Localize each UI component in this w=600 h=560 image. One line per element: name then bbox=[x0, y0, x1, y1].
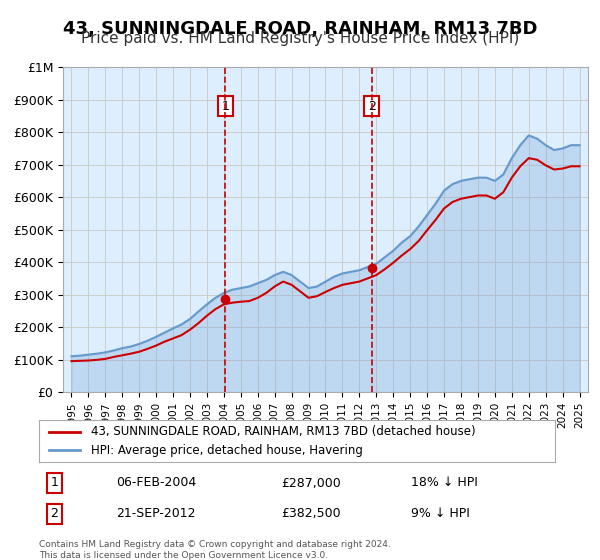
Text: Contains HM Land Registry data © Crown copyright and database right 2024.
This d: Contains HM Land Registry data © Crown c… bbox=[39, 540, 391, 560]
Text: 18% ↓ HPI: 18% ↓ HPI bbox=[410, 477, 478, 489]
Text: 21-SEP-2012: 21-SEP-2012 bbox=[116, 507, 196, 520]
Text: 2: 2 bbox=[368, 100, 376, 113]
Text: 43, SUNNINGDALE ROAD, RAINHAM, RM13 7BD: 43, SUNNINGDALE ROAD, RAINHAM, RM13 7BD bbox=[63, 20, 537, 38]
Text: 1: 1 bbox=[50, 477, 58, 489]
Text: 43, SUNNINGDALE ROAD, RAINHAM, RM13 7BD (detached house): 43, SUNNINGDALE ROAD, RAINHAM, RM13 7BD … bbox=[91, 425, 475, 438]
Text: HPI: Average price, detached house, Havering: HPI: Average price, detached house, Have… bbox=[91, 444, 362, 457]
Text: 2: 2 bbox=[50, 507, 58, 520]
Text: £382,500: £382,500 bbox=[281, 507, 341, 520]
Text: 9% ↓ HPI: 9% ↓ HPI bbox=[410, 507, 469, 520]
Text: 1: 1 bbox=[221, 100, 229, 113]
Text: £287,000: £287,000 bbox=[281, 477, 341, 489]
Text: 06-FEB-2004: 06-FEB-2004 bbox=[116, 477, 197, 489]
Text: Price paid vs. HM Land Registry's House Price Index (HPI): Price paid vs. HM Land Registry's House … bbox=[81, 31, 519, 46]
